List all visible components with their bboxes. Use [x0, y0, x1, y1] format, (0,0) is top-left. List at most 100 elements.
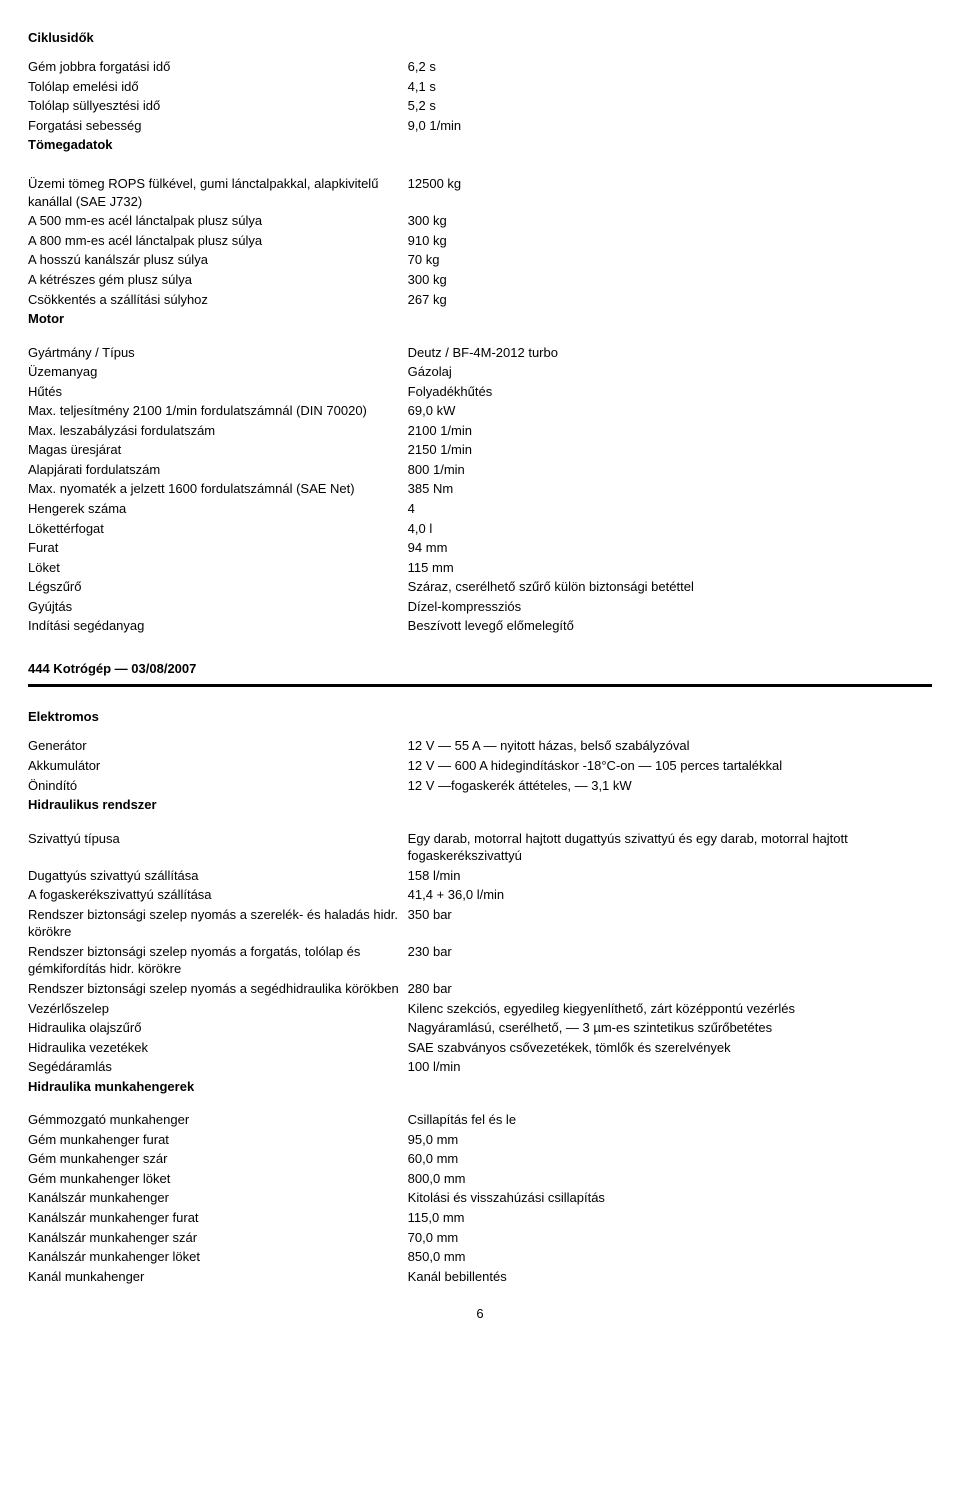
spec-label: Rendszer biztonsági szelep nyomás a segé… [28, 979, 408, 999]
spec-label: Lökettérfogat [28, 519, 408, 539]
spec-value: 5,2 s [408, 96, 932, 116]
spec-value: 800 1/min [408, 460, 932, 480]
spec-label: Kanálszár munkahenger szár [28, 1228, 408, 1248]
spec-value: Folyadékhűtés [408, 382, 932, 402]
spec-label: A fogaskerékszivattyú szállítása [28, 885, 408, 905]
spec-value: 12 V —fogaskerék áttételes, — 3,1 kW [408, 776, 932, 796]
spec-label: Magas üresjárat [28, 440, 408, 460]
spec-label: Kanálszár munkahenger löket [28, 1247, 408, 1267]
table-munkahengerek: Gémmozgató munkahengerCsillapítás fel és… [28, 1110, 932, 1286]
spec-value: 115,0 mm [408, 1208, 932, 1228]
spec-label: Üzemanyag [28, 362, 408, 382]
spec-value: 115 mm [408, 558, 932, 578]
spec-value: 70,0 mm [408, 1228, 932, 1248]
spec-label: Hidraulika vezetékek [28, 1038, 408, 1058]
spec-label: Furat [28, 538, 408, 558]
spec-label: Max. nyomaték a jelzett 1600 fordulatszá… [28, 479, 408, 499]
spec-value: 12 V — 600 A hidegindításkor -18°C-on — … [408, 756, 932, 776]
sub-heading: Hidraulika munkahengerek [28, 1077, 932, 1097]
spec-value: Egy darab, motorral hajtott dugattyús sz… [408, 829, 932, 866]
spec-value: 267 kg [408, 290, 932, 310]
spec-label: Tolólap emelési idő [28, 77, 408, 97]
spec-value: Beszívott levegő előmelegítő [408, 616, 932, 636]
spec-value: 2100 1/min [408, 421, 932, 441]
spec-label: Generátor [28, 736, 408, 756]
footer-title: 444 Kotrógép — 03/08/2007 [28, 650, 932, 682]
table-ciklusidok: Gém jobbra forgatási idő6,2 sTolólap eme… [28, 57, 932, 329]
section-heading-ciklusidok: Ciklusidők [28, 30, 932, 45]
spec-label: Kanálszár munkahenger furat [28, 1208, 408, 1228]
spec-label: Tolólap süllyesztési idő [28, 96, 408, 116]
spec-value: 69,0 kW [408, 401, 932, 421]
page-number: 6 [28, 1306, 932, 1321]
spec-value: 94 mm [408, 538, 932, 558]
spec-value: 158 l/min [408, 866, 932, 886]
spec-value: 300 kg [408, 211, 932, 231]
spec-value: 230 bar [408, 942, 932, 979]
sub-heading: Tömegadatok [28, 135, 932, 155]
spec-value: 2150 1/min [408, 440, 932, 460]
table-hidraulika: Szivattyú típusaEgy darab, motorral hajt… [28, 829, 932, 1097]
spec-value: Kanál bebillentés [408, 1267, 932, 1287]
spec-label: Segédáramlás [28, 1057, 408, 1077]
spec-label: Rendszer biztonsági szelep nyomás a szer… [28, 905, 408, 942]
spec-label: Max. teljesítmény 2100 1/min fordulatszá… [28, 401, 408, 421]
spec-value: Nagyáramlású, cserélhető, — 3 µm-es szin… [408, 1018, 932, 1038]
spec-label: Gyártmány / Típus [28, 343, 408, 363]
spec-label: Löket [28, 558, 408, 578]
spec-label: Gyújtás [28, 597, 408, 617]
spec-label: Forgatási sebesség [28, 116, 408, 136]
table-motor: Gyártmány / TípusDeutz / BF-4M-2012 turb… [28, 343, 932, 636]
spec-label: Kanálszár munkahenger [28, 1188, 408, 1208]
spec-label: Hengerek száma [28, 499, 408, 519]
spec-label: A kétrészes gém plusz súlya [28, 270, 408, 290]
spec-value: 910 kg [408, 231, 932, 251]
spec-label: Alapjárati fordulatszám [28, 460, 408, 480]
spec-value: Kilenc szekciós, egyedileg kiegyenlíthet… [408, 999, 932, 1019]
spec-label: Gém jobbra forgatási idő [28, 57, 408, 77]
spec-label: Hidraulika olajszűrő [28, 1018, 408, 1038]
spec-value: SAE szabványos csővezetékek, tömlők és s… [408, 1038, 932, 1058]
footer-block: 444 Kotrógép — 03/08/2007 [28, 650, 932, 688]
spec-value: 12 V — 55 A — nyitott házas, belső szabá… [408, 736, 932, 756]
table-elektromos: Generátor12 V — 55 A — nyitott házas, be… [28, 736, 932, 814]
spec-label: Indítási segédanyag [28, 616, 408, 636]
spec-label: Gém munkahenger furat [28, 1130, 408, 1150]
spec-label: Gém munkahenger szár [28, 1149, 408, 1169]
spec-label: Üzemi tömeg ROPS fülkével, gumi lánctalp… [28, 174, 408, 211]
spec-value: 800,0 mm [408, 1169, 932, 1189]
spec-label: Önindító [28, 776, 408, 796]
spec-value: 60,0 mm [408, 1149, 932, 1169]
spec-value: 300 kg [408, 270, 932, 290]
spec-value: 4,1 s [408, 77, 932, 97]
spec-value: 350 bar [408, 905, 932, 942]
spec-value: Kitolási és visszahúzási csillapítás [408, 1188, 932, 1208]
spec-value: 70 kg [408, 250, 932, 270]
spec-label: Hűtés [28, 382, 408, 402]
spec-value: 6,2 s [408, 57, 932, 77]
spec-label: Légszűrő [28, 577, 408, 597]
spec-value: 4 [408, 499, 932, 519]
spec-value: 850,0 mm [408, 1247, 932, 1267]
blank-row [28, 155, 932, 175]
spec-value: Deutz / BF-4M-2012 turbo [408, 343, 932, 363]
spec-label: Vezérlőszelep [28, 999, 408, 1019]
spec-value: Csillapítás fel és le [408, 1110, 932, 1130]
spec-value: Száraz, cserélhető szűrő külön biztonság… [408, 577, 932, 597]
spec-label: Rendszer biztonsági szelep nyomás a forg… [28, 942, 408, 979]
spec-label: Gém munkahenger löket [28, 1169, 408, 1189]
spec-value: 95,0 mm [408, 1130, 932, 1150]
spec-label: Csökkentés a szállítási súlyhoz [28, 290, 408, 310]
spec-label: Gémmozgató munkahenger [28, 1110, 408, 1130]
section-heading-elektromos: Elektromos [28, 709, 932, 724]
spec-label: A 800 mm-es acél lánctalpak plusz súlya [28, 231, 408, 251]
spec-label: Akkumulátor [28, 756, 408, 776]
spec-label: A 500 mm-es acél lánctalpak plusz súlya [28, 211, 408, 231]
sub-heading: Motor [28, 309, 932, 329]
spec-label: Szivattyú típusa [28, 829, 408, 866]
spec-value: Dízel-kompressziós [408, 597, 932, 617]
spec-value: 9,0 1/min [408, 116, 932, 136]
spec-value: 100 l/min [408, 1057, 932, 1077]
spec-label: Max. leszabályzási fordulatszám [28, 421, 408, 441]
spec-value: 385 Nm [408, 479, 932, 499]
